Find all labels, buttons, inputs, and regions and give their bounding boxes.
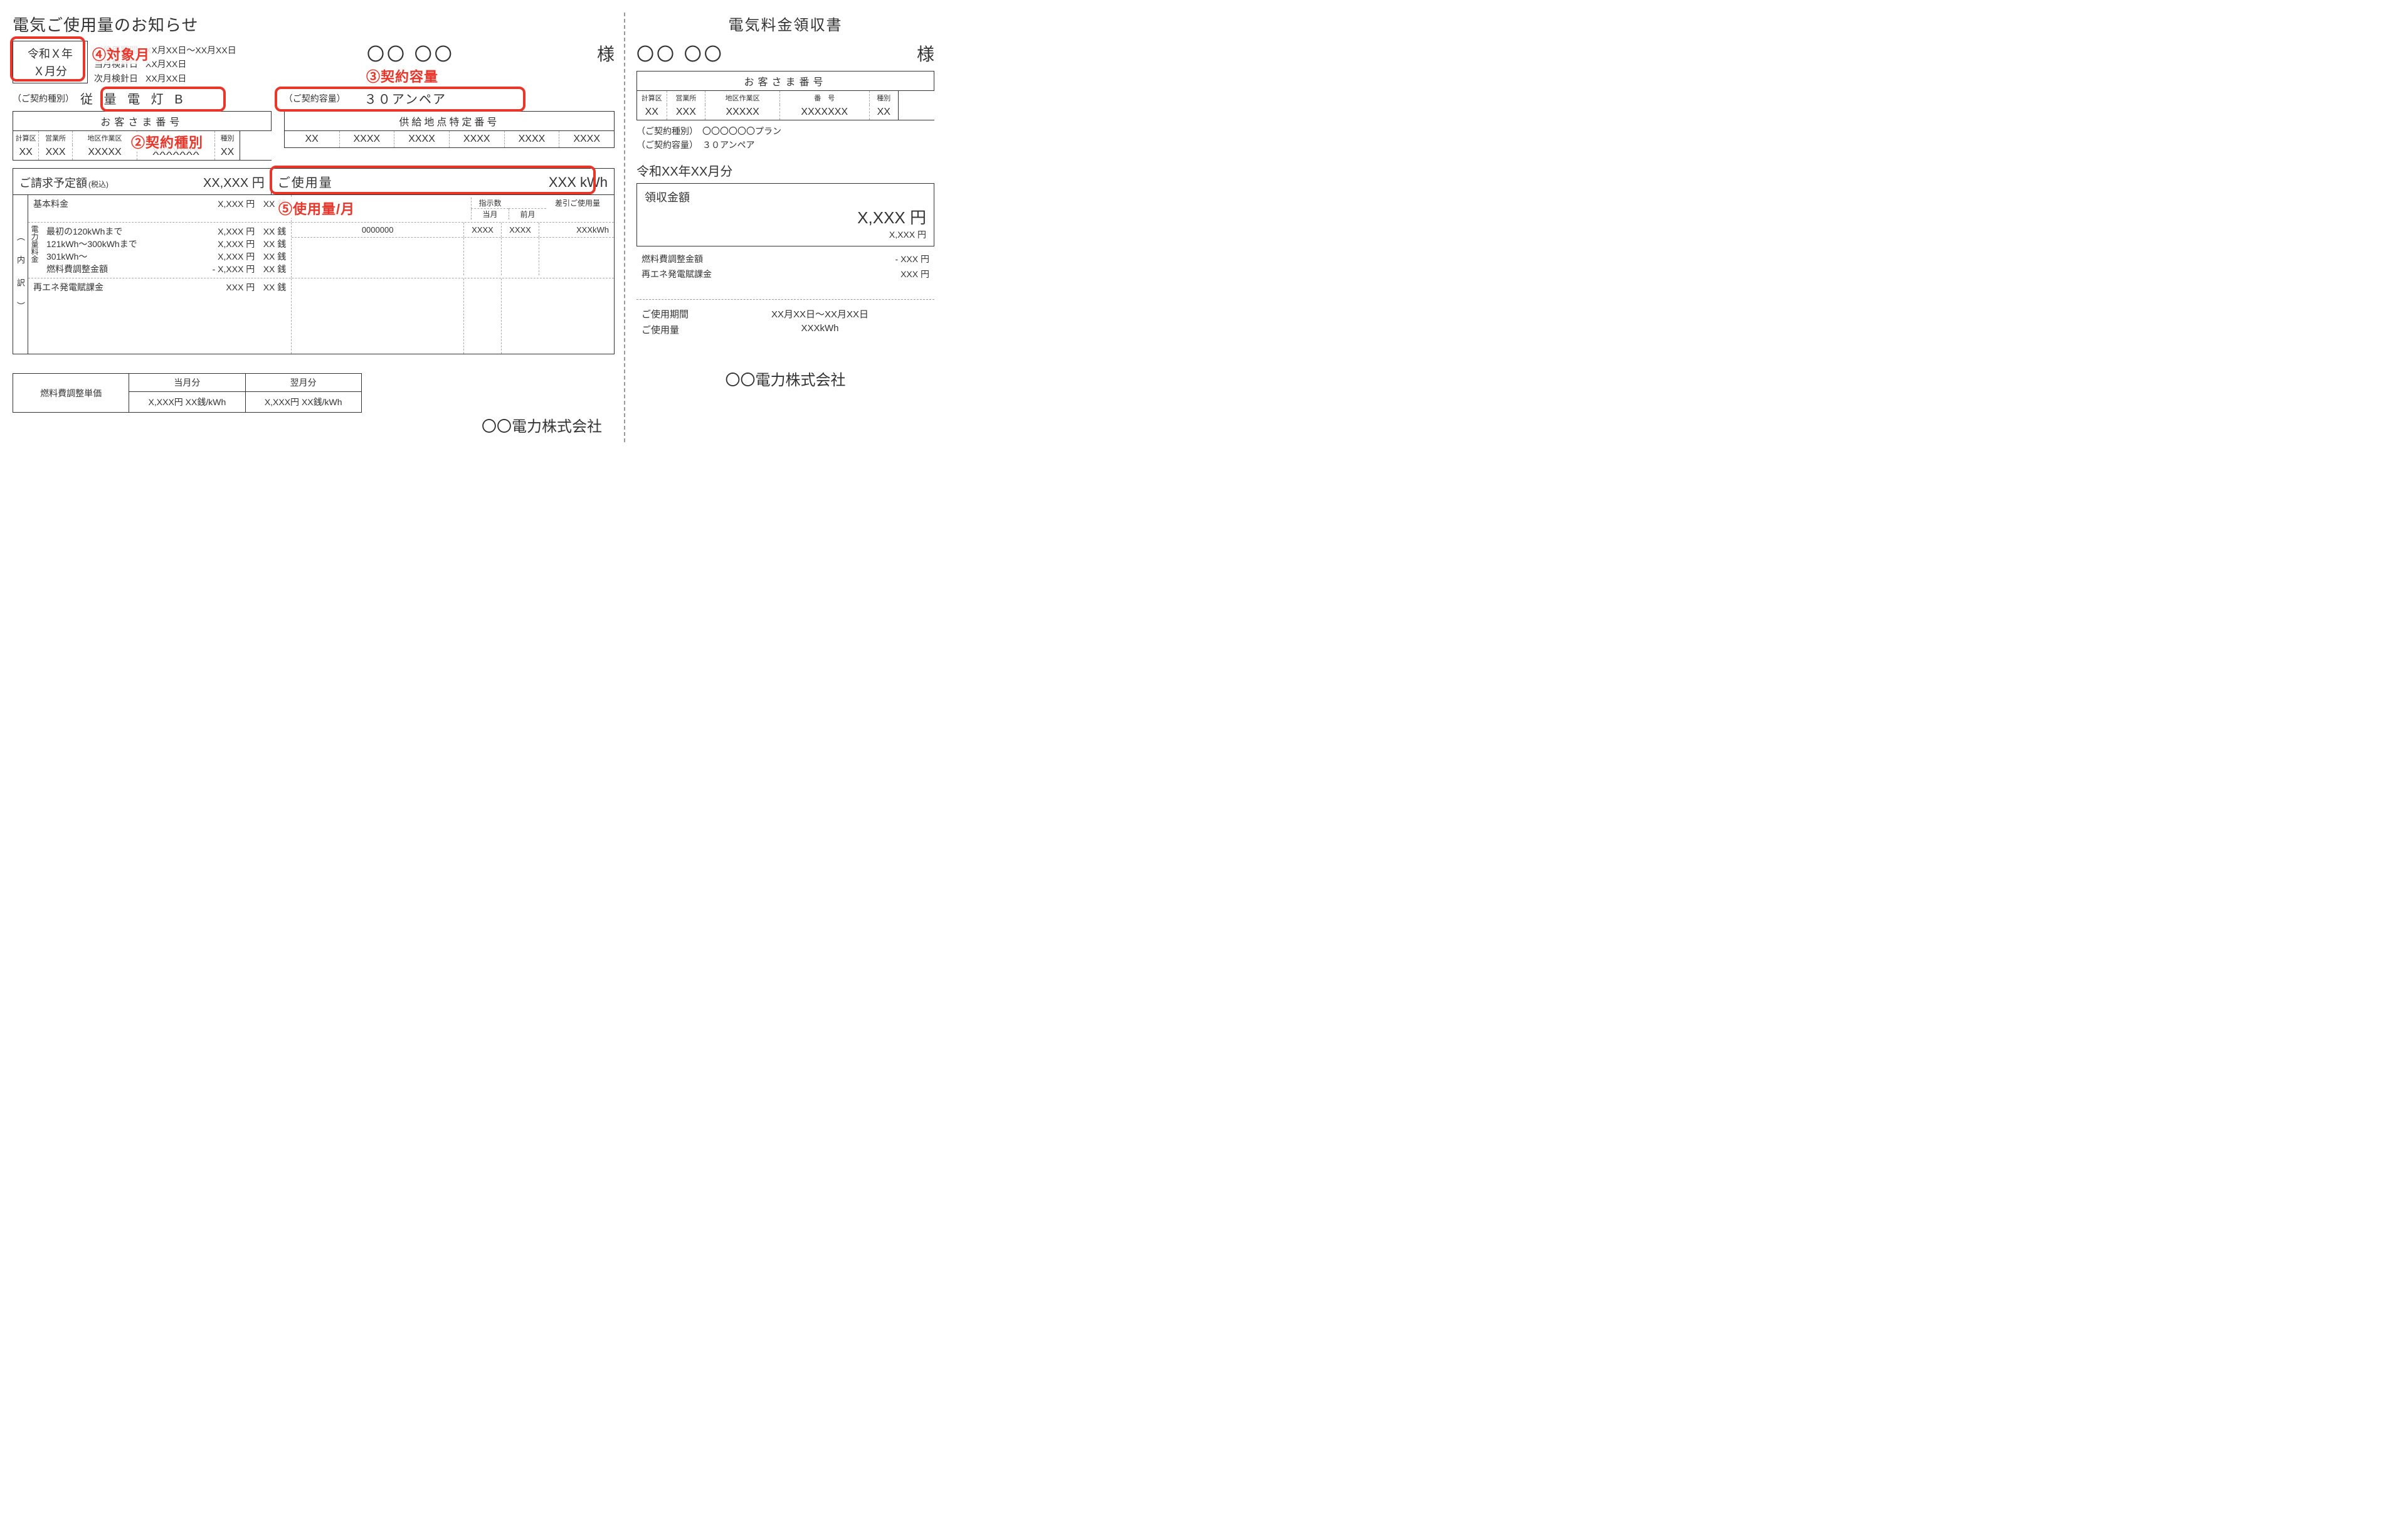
next-meter-val: XX月XX日: [145, 71, 186, 85]
billing-period-box: 令和Ｘ年 Ｘ月分: [13, 41, 88, 83]
usage-label: ご使用量: [278, 172, 333, 191]
cust-num-header: お客さま番号: [13, 111, 272, 131]
customer-number-block: お客さま番号 計算区 営業所 地区作業区 番 号 種別 XX XXX XXXXX…: [13, 111, 272, 161]
billing-usage-row: ご請求予定額 (税込) XX,XXX 円 ご使用量 XXX kWh: [13, 168, 615, 195]
r-divider: [636, 299, 934, 300]
supply-header: 供給地点特定番号: [284, 111, 615, 131]
this-meter-label: 当月検針日: [94, 57, 138, 71]
contract-capacity: （ご契約容量） ３０アンペア: [284, 89, 615, 107]
receipt-amount-box: 領収金額 X,XXX 円 X,XXX 円: [636, 183, 934, 246]
r-period: 令和XX年XX月分: [636, 161, 934, 179]
contract-row: （ご契約種別） 従 量 電 灯 B （ご契約容量） ３０アンペア: [13, 89, 615, 107]
billing-label: ご請求予定額: [19, 174, 87, 191]
fuel-adjustment-table: 燃料費調整単価 当月分 X,XXX円 XX銭/kWh 翌月分 X,XXX円 XX…: [13, 373, 362, 413]
company-name-left: 〇〇電力株式会社: [482, 414, 602, 436]
meter-dates: ご使用期間 XX月XX日～XX月XX日 当月検針日 XX月XX日 次月検針日 XX月X…: [94, 41, 342, 85]
contract-cap-val: ３０アンペア: [364, 89, 446, 107]
billing-amount-box: ご請求予定額 (税込) XX,XXX 円: [13, 168, 272, 195]
numbers-row: お客さま番号 計算区 営業所 地区作業区 番 号 種別 XX XXX XXXXX…: [13, 111, 615, 161]
r-usage-info: ご使用期間XX月XX日～XX月XX日 ご使用量XXXkWh: [636, 307, 934, 336]
usage-val: XXX kWh: [549, 174, 608, 191]
document-root: 電気ご使用量のお知らせ 令和Ｘ年 Ｘ月分 ご使用期間XX月XX日～XX月XX日 …: [13, 13, 953, 442]
usage-period-val: XX月XX日～XX月XX日: [145, 43, 236, 57]
r-adjustment-lines: 燃料費調整金額- XXX 円 再エネ発電賦課金XXX 円: [636, 253, 934, 280]
contract-cap-label: （ご契約容量）: [284, 92, 346, 105]
billing-sub: (税込): [88, 179, 108, 189]
cust-num-labels: 計算区 営業所 地区作業区 番 号 種別: [13, 131, 272, 145]
this-meter-val: XX月XX日: [145, 57, 186, 71]
top-row: 令和Ｘ年 Ｘ月分 ご使用期間 XX月XX日～XX月XX日 当月検針日 XX月XX日 …: [13, 41, 615, 85]
receipt-panel: 電気料金領収書 〇〇 〇〇 様 お客さま番号 計算区 営業所 地区作業区 番 号…: [624, 13, 934, 442]
r-contract-info: （ご契約種別） 〇〇〇〇〇〇プラン （ご契約容量） ３０アンペア: [636, 124, 934, 152]
contract-type-val: 従 量 電 灯 B: [80, 89, 187, 107]
period-year: 令和Ｘ年: [18, 45, 82, 61]
contract-type-label: （ご契約種別）: [13, 92, 74, 105]
breakdown-side-label: （ 内 訳 ）: [13, 195, 28, 354]
supply-values: XX XXXX XXXX XXXX XXXX XXXX: [284, 131, 615, 148]
company-name-right: 〇〇電力株式会社: [636, 368, 934, 389]
customer-name: 〇〇 〇〇 様: [367, 41, 615, 66]
billing-val: XX,XXX 円: [203, 172, 265, 191]
customer-circles: 〇〇 〇〇: [367, 41, 455, 66]
breakdown-section: （ 内 訳 ） 基本料金X,XXX 円XX 銭 指示数 差引ご使用量: [13, 195, 615, 354]
meter-reading: 0000000: [292, 223, 463, 237]
breakdown-main: 基本料金X,XXX 円XX 銭 指示数 差引ご使用量 当月 前月: [28, 195, 615, 354]
diff-usage-header: 差引ご使用量: [546, 198, 609, 209]
r-customer-number: お客さま番号 計算区 営業所 地区作業区 番 号 種別 XX XXX XXXXX…: [636, 71, 934, 120]
r-customer-name: 〇〇 〇〇 様: [636, 41, 934, 66]
cust-num-values: XX XXX XXXXX XXXXXXX XX: [13, 145, 272, 161]
fuel-label: 燃料費調整単価: [13, 374, 129, 412]
basic-fee-label: 基本料金: [33, 198, 198, 210]
usage-notice-panel: 電気ご使用量のお知らせ 令和Ｘ年 Ｘ月分 ご使用期間 XX月XX日～XX月XX日 …: [13, 13, 624, 442]
right-title: 電気料金領収書: [636, 13, 934, 34]
left-title: 電気ご使用量のお知らせ: [13, 13, 615, 36]
period-month: Ｘ月分: [18, 63, 82, 79]
renew-fee-label: 再エネ発電賦課金: [33, 281, 198, 294]
next-meter-label: 次月検針日: [94, 71, 138, 85]
usage-period-label: ご使用期間: [94, 43, 138, 57]
supply-point-block: 供給地点特定番号 XX XXXX XXXX XXXX XXXX XXXX: [284, 111, 615, 161]
usage-box: ご使用量 XXX kWh: [271, 168, 615, 195]
honorific: 様: [597, 41, 615, 66]
power-fee-label: 電力量料金: [28, 223, 41, 278]
